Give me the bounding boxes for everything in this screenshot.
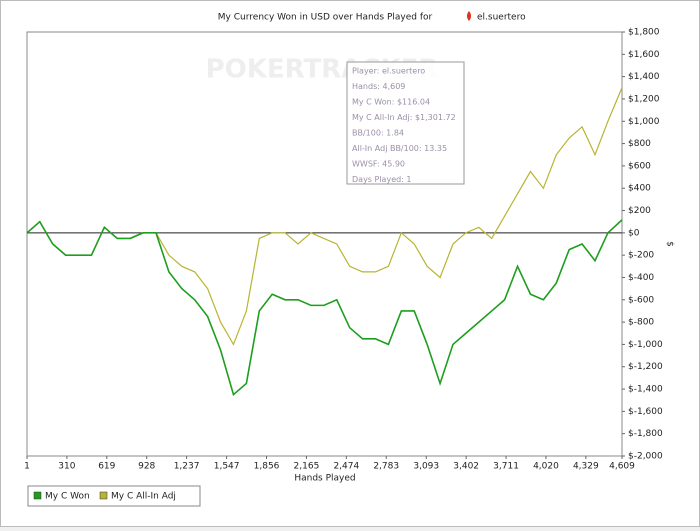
x-tick-label: 928 (138, 462, 155, 472)
y-tick-label: $1,200 (628, 94, 660, 104)
x-tick-label: 2,783 (373, 462, 399, 472)
tooltip-line: WWSF: 45.90 (352, 160, 405, 169)
tooltip-line: My C All-In Adj: $1,301.72 (352, 113, 456, 122)
y-tick-label: $600 (628, 161, 651, 171)
x-tick-label: 1,547 (214, 462, 240, 472)
y-tick-label: $0 (628, 228, 640, 238)
y-tick-label: $-1,400 (628, 385, 663, 395)
y-tick-label: $-1,600 (628, 407, 663, 417)
y-tick-label: $-600 (628, 295, 654, 305)
y-tick-label: $800 (628, 139, 651, 149)
y-tick-label: $-200 (628, 251, 654, 261)
legend (27, 485, 201, 507)
plot-area (26, 31, 623, 457)
x-tick-label: 1,856 (254, 462, 280, 472)
tooltip-line: Hands: 4,609 (352, 82, 405, 91)
y-tick-label: $400 (628, 184, 651, 194)
x-axis-label: Hands Played (294, 474, 355, 484)
tooltip (346, 61, 465, 185)
y-tick-label: $-1,200 (628, 362, 663, 372)
legend-swatch (33, 491, 42, 500)
tooltip-line: All-In Adj BB/100: 13.35 (352, 144, 447, 153)
y-axis-label: $ (665, 241, 675, 247)
tooltip-line: BB/100: 1.84 (352, 129, 404, 138)
x-tick-label: 3,711 (493, 462, 519, 472)
y-tick-label: $-1,800 (628, 429, 663, 439)
tooltip-line: Player: el.suertero (352, 67, 425, 76)
x-tick-label: 1,237 (174, 462, 200, 472)
x-tick-label: 4,020 (533, 462, 559, 472)
y-tick-label: $1,400 (628, 72, 660, 82)
x-tick-label: 2,474 (333, 462, 359, 472)
player-icon (467, 11, 471, 21)
legend-label: My C Won (45, 492, 90, 502)
y-tick-label: $1,800 (628, 28, 660, 38)
x-tick-label: 619 (98, 462, 115, 472)
chart-title: My Currency Won in USD over Hands Played… (218, 13, 433, 23)
x-tick-label: 2,165 (294, 462, 320, 472)
x-tick-label: 4,329 (573, 462, 599, 472)
series-line (26, 219, 623, 397)
y-tick-label: $200 (628, 206, 651, 216)
x-tick-label: 4,609 (609, 462, 635, 472)
y-tick-label: $1,000 (628, 117, 660, 127)
x-tick-label: 310 (58, 462, 75, 472)
legend-swatch (99, 491, 108, 500)
player-name: el.suertero (477, 13, 526, 23)
y-tick-label: $1,600 (628, 50, 660, 60)
x-tick-label: 3,093 (413, 462, 439, 472)
y-tick-label: $-400 (628, 273, 654, 283)
x-tick-label: 1 (24, 462, 30, 472)
y-tick-label: $-800 (628, 318, 654, 328)
x-tick-label: 3,402 (453, 462, 479, 472)
legend-label: My C All-In Adj (111, 492, 176, 502)
tooltip-line: Days Played: 1 (352, 175, 412, 184)
tooltip-line: My C Won: $116.04 (352, 98, 430, 107)
y-tick-label: $-2,000 (628, 452, 663, 462)
y-tick-label: $-1,000 (628, 340, 663, 350)
